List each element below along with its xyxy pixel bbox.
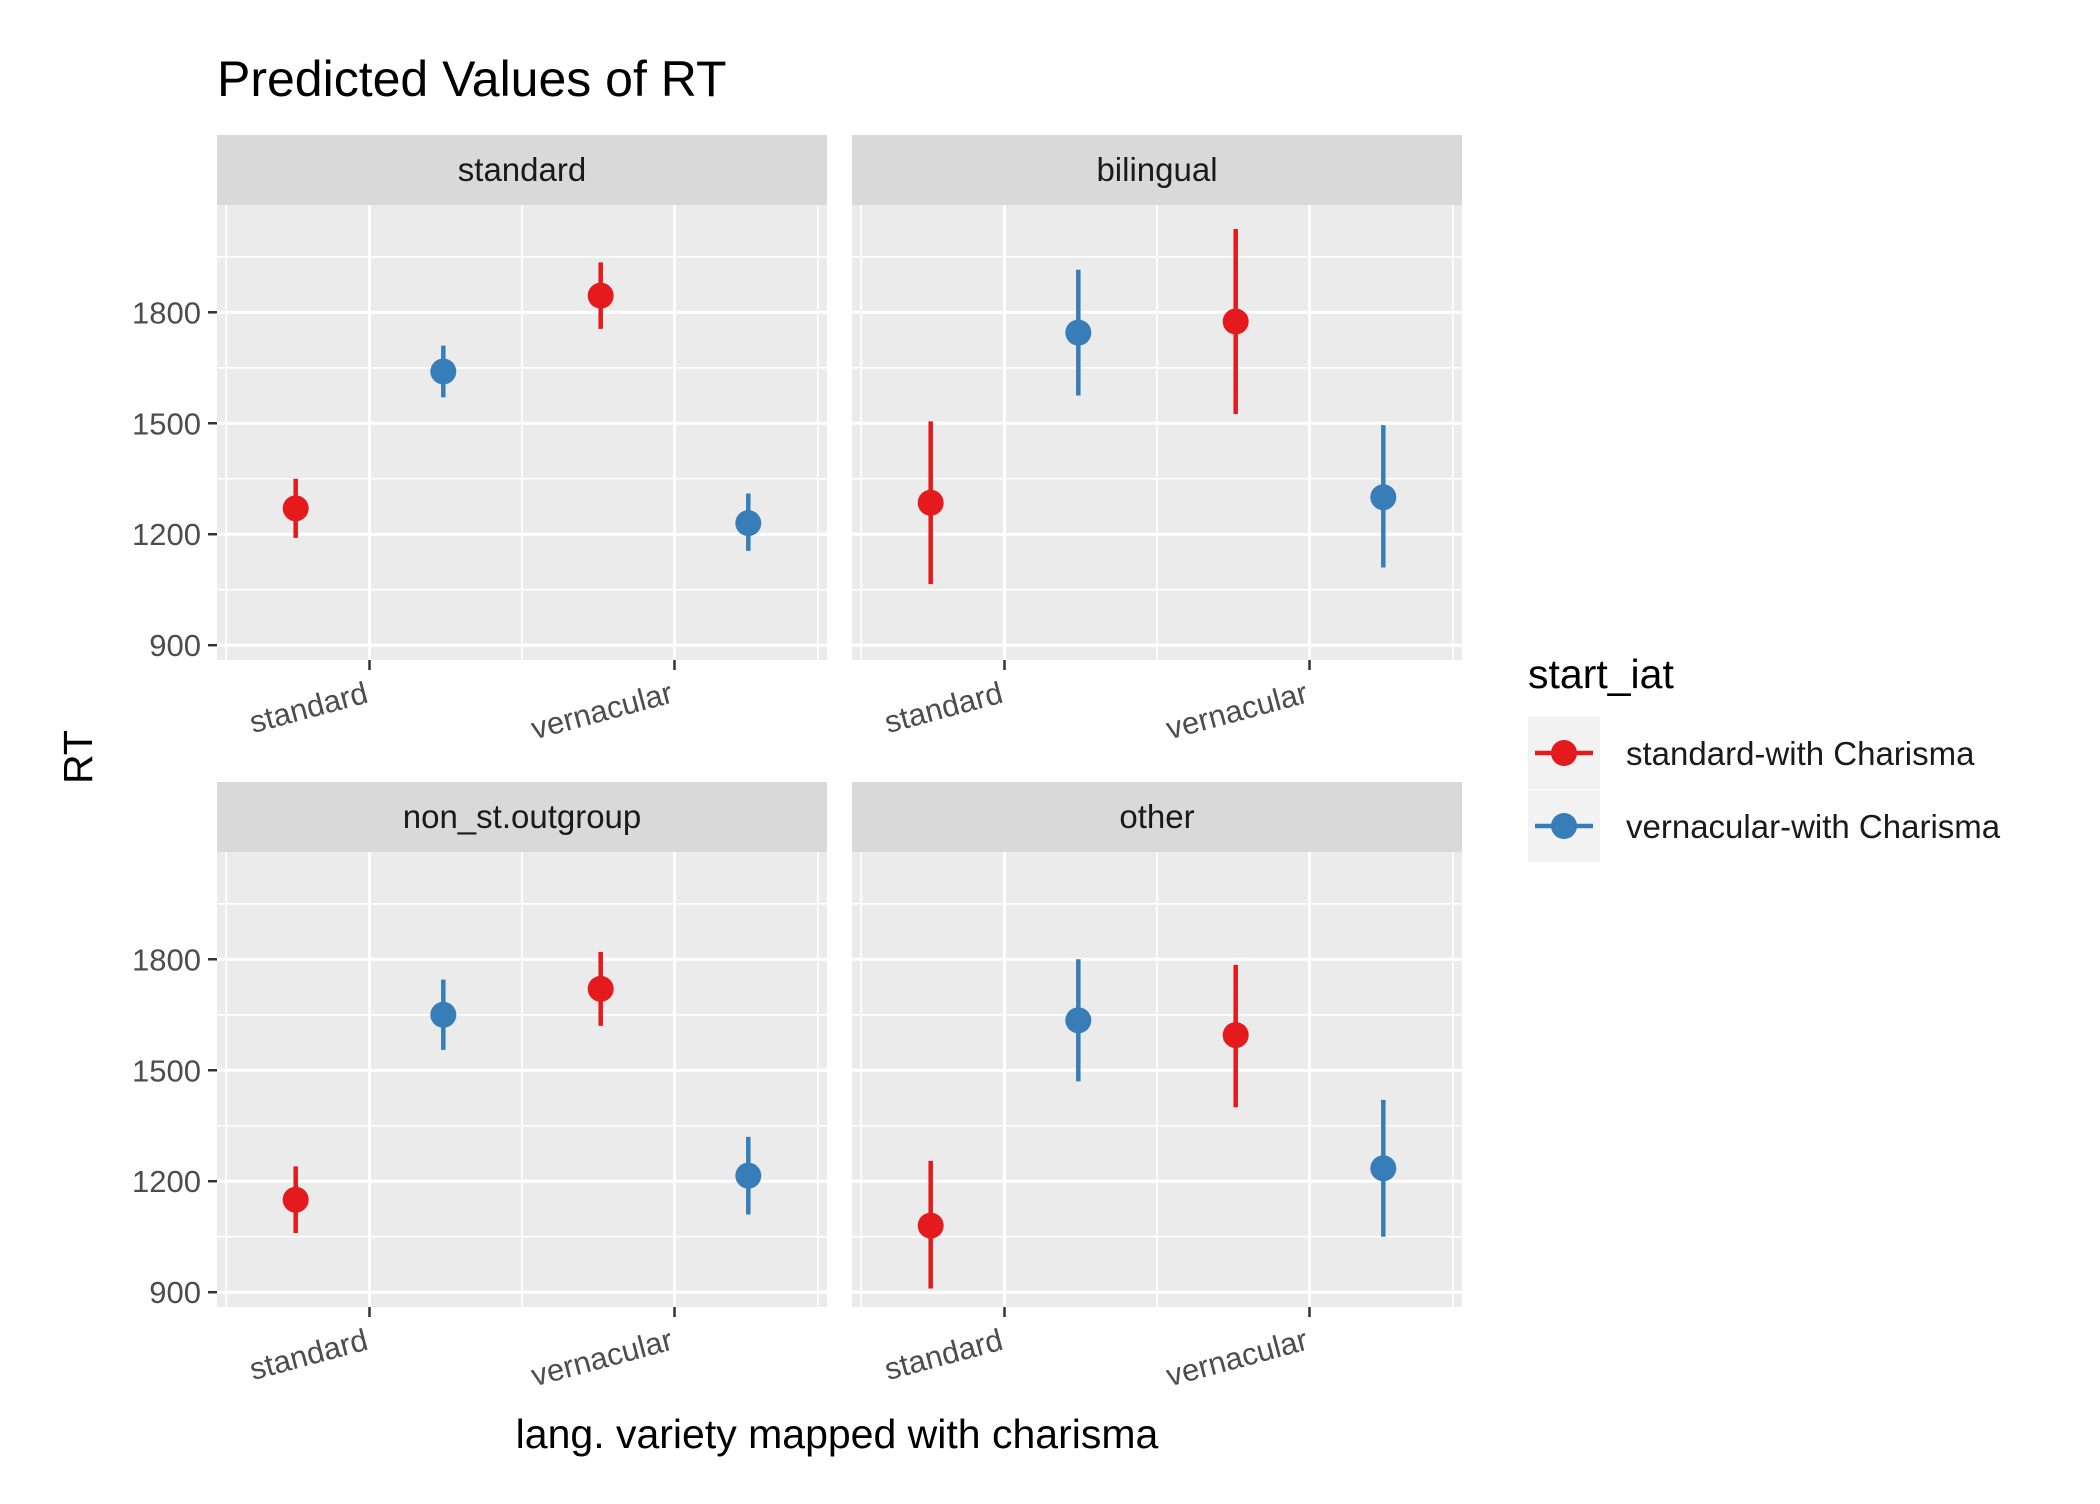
x-tick-label: standard bbox=[246, 1322, 372, 1387]
data-point bbox=[917, 1212, 944, 1239]
facet-strip bbox=[217, 782, 827, 852]
facet-strip-label: standard bbox=[458, 151, 586, 188]
y-tick-label: 900 bbox=[149, 628, 201, 663]
y-tick-label: 1500 bbox=[132, 406, 201, 441]
data-point bbox=[282, 495, 309, 522]
data-point bbox=[735, 1162, 762, 1189]
x-tick-label: vernacular bbox=[1162, 1322, 1311, 1393]
facet-strip bbox=[217, 135, 827, 205]
data-point bbox=[917, 489, 944, 516]
x-axis-title: lang. variety mapped with charisma bbox=[516, 1411, 1159, 1457]
legend-key-point bbox=[1551, 740, 1577, 766]
facet-panels: standard 900 1200 1500 1800 standard vernacula… bbox=[132, 135, 1462, 1393]
facet-strip-label: other bbox=[1119, 798, 1194, 835]
x-tick-label: standard bbox=[246, 675, 372, 740]
legend: start_iat standard-with Charisma vernacul… bbox=[1528, 651, 2001, 862]
y-tick-label: 1500 bbox=[132, 1053, 201, 1088]
legend-label: standard-with Charisma bbox=[1626, 735, 1975, 772]
data-point bbox=[282, 1186, 309, 1213]
data-point bbox=[430, 1001, 457, 1028]
chart-title: Predicted Values of RT bbox=[217, 51, 727, 107]
data-point bbox=[735, 510, 762, 537]
data-point bbox=[430, 358, 457, 385]
y-tick-label: 1200 bbox=[132, 1164, 201, 1199]
facet-strip-label: bilingual bbox=[1096, 151, 1217, 188]
facet-strip bbox=[852, 782, 1462, 852]
data-point bbox=[1370, 1155, 1397, 1182]
facet-panel-non_st.outgroup: non_st.outgroup 900 1200 1500 1800 standard ve… bbox=[132, 782, 827, 1393]
x-tick-label: vernacular bbox=[527, 1322, 676, 1393]
data-point bbox=[1065, 319, 1092, 346]
data-point bbox=[1222, 1022, 1249, 1049]
x-tick-label: vernacular bbox=[1162, 675, 1311, 746]
y-axis-title: RT bbox=[55, 730, 101, 784]
y-tick-label: 900 bbox=[149, 1275, 201, 1310]
facet-panel-other: other standard vernacular bbox=[852, 782, 1462, 1393]
data-point bbox=[1065, 1007, 1092, 1034]
y-tick-label: 1800 bbox=[132, 295, 201, 330]
x-tick-label: standard bbox=[881, 1322, 1007, 1387]
legend-title: start_iat bbox=[1528, 651, 1674, 697]
data-point bbox=[587, 975, 614, 1002]
facet-strip bbox=[852, 135, 1462, 205]
facet-panel-standard: standard 900 1200 1500 1800 standard vernacula… bbox=[132, 135, 827, 746]
data-point bbox=[1222, 308, 1249, 335]
legend-label: vernacular-with Charisma bbox=[1626, 808, 2001, 845]
data-point bbox=[587, 282, 614, 309]
facet-strip-label: non_st.outgroup bbox=[403, 798, 642, 835]
facet-panel-bilingual: bilingual standard vernacular bbox=[852, 135, 1462, 746]
x-tick-label: vernacular bbox=[527, 675, 676, 746]
legend-key-point bbox=[1551, 813, 1577, 839]
x-tick-label: standard bbox=[881, 675, 1007, 740]
y-tick-label: 1200 bbox=[132, 517, 201, 552]
y-tick-label: 1800 bbox=[132, 942, 201, 977]
data-point bbox=[1370, 484, 1397, 511]
